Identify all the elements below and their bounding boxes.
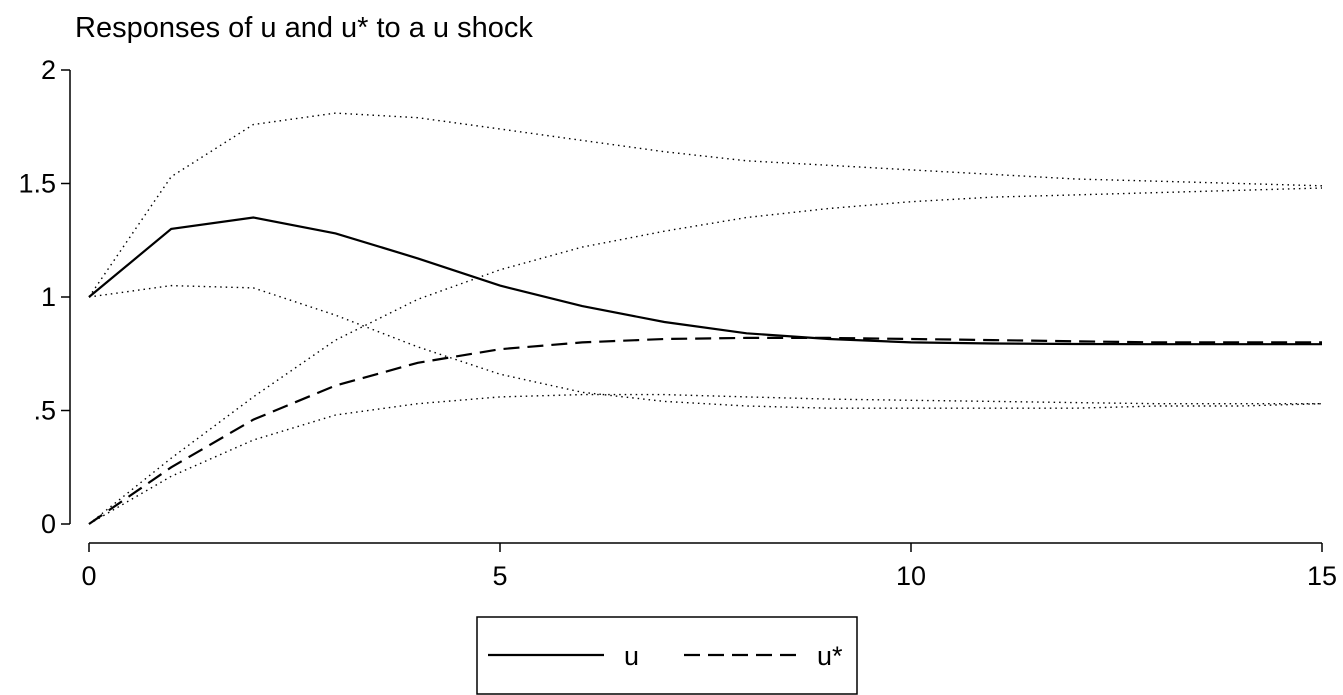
confidence-band-line [88,187,1323,525]
x-tick-label: 0 [81,561,96,591]
y-tick-label: 1.5 [18,169,56,199]
chart-title: Responses of u and u* to a u shock [75,12,533,44]
y-tick-label: 0 [41,509,56,539]
series-line-u-star [88,336,1322,525]
axes: 0 .5 1 1.5 2 0 5 10 15 [18,55,1337,591]
confidence-bands [88,112,1323,525]
series-line-u [88,216,1322,346]
y-tick-label: .5 [33,396,56,426]
x-tick-label: 15 [1307,561,1337,591]
legend-label: u [624,641,639,671]
y-tick-label: 1 [41,282,56,312]
series-lines [88,216,1322,525]
x-tick-label: 10 [896,561,926,591]
confidence-band-line [88,112,1323,298]
legend-label: u* [817,641,843,671]
legend: u u* [476,616,858,695]
x-tick-label: 5 [492,561,507,591]
y-tick-label: 2 [41,55,56,85]
confidence-band-line [88,393,1322,525]
confidence-band-line [88,284,1323,409]
